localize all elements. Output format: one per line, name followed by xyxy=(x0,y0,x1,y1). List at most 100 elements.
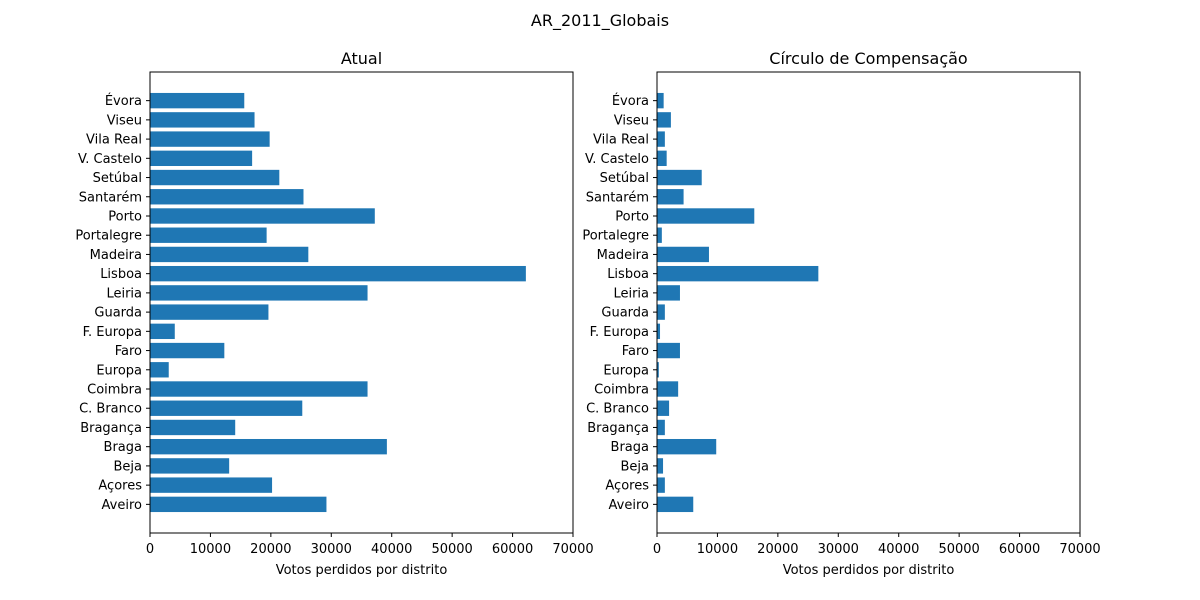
x-tick-label: 30000 xyxy=(818,542,859,557)
x-tick-label: 0 xyxy=(653,542,661,557)
bar-acores xyxy=(657,477,665,493)
bar-beja xyxy=(150,458,230,474)
bar-guarda xyxy=(150,304,269,320)
bar-evora xyxy=(150,92,245,109)
subplot-title: Círculo de Compensação xyxy=(769,49,967,68)
y-tick-label: Coimbra xyxy=(87,383,142,398)
bar-vila-real xyxy=(150,131,270,147)
y-tick-label: Santarém xyxy=(586,190,649,205)
y-tick-label: C. Branco xyxy=(586,402,649,417)
bar-europa xyxy=(150,362,169,378)
y-tick-label: Europa xyxy=(603,363,649,378)
y-tick-label: Bragança xyxy=(587,421,649,436)
x-tick-label: 40000 xyxy=(878,542,919,557)
y-tick-label: Portalegre xyxy=(75,229,142,244)
bar-santarem xyxy=(657,189,684,205)
x-axis-label: Votos perdidos por distrito xyxy=(276,563,448,578)
bar-braga xyxy=(150,438,387,455)
bar-evora xyxy=(657,92,664,109)
bar-beja xyxy=(657,458,664,474)
y-tick-label: Porto xyxy=(615,209,649,224)
bar-viseu xyxy=(657,112,671,128)
bar-aveiro xyxy=(150,496,327,513)
y-tick-label: Porto xyxy=(108,209,142,224)
y-tick-label: Bragança xyxy=(80,421,142,436)
bar-lisboa xyxy=(657,265,819,282)
figure-title: AR_2011_Globais xyxy=(531,11,669,31)
bar-madeira xyxy=(150,246,309,263)
bar-porto xyxy=(657,208,755,224)
bar-faro xyxy=(150,342,225,359)
y-tick-label: F. Europa xyxy=(590,325,649,340)
bar-coimbra xyxy=(657,381,679,397)
y-tick-label: Viseu xyxy=(107,113,142,128)
x-tick-label: 60000 xyxy=(492,542,533,557)
subplot-circulo-compensacao: Aveiro Açores Beja Braga Bragança C. Branco Co… xyxy=(582,49,1100,578)
plot-frame xyxy=(656,71,1081,534)
y-tick-label: Aveiro xyxy=(609,498,649,513)
bar-braganca xyxy=(657,419,665,436)
y-tick-label: Vila Real xyxy=(593,133,649,148)
bar-aveiro xyxy=(657,496,694,513)
y-tick-label: Açores xyxy=(605,479,649,494)
x-tick-label: 20000 xyxy=(250,542,291,557)
y-tick-label: Madeira xyxy=(90,248,142,263)
y-tick-label: Portalegre xyxy=(582,229,649,244)
x-tick-label: 10000 xyxy=(190,542,231,557)
y-tick-label: Madeira xyxy=(597,248,649,263)
y-tick-label: Braga xyxy=(104,440,142,455)
bar-c-branco xyxy=(150,400,303,416)
bar-v-castelo xyxy=(150,150,253,167)
y-tick-label: Vila Real xyxy=(86,133,142,148)
subplot-atual: Aveiro Açores Beja Braga Bragança C. Branco Co… xyxy=(75,49,593,578)
y-tick-label: Coimbra xyxy=(594,383,649,398)
y-tick-label: Santarém xyxy=(79,190,142,205)
y-tick-label: V. Castelo xyxy=(78,152,142,167)
bar-viseu xyxy=(150,112,255,128)
x-tick-label: 60000 xyxy=(999,542,1040,557)
bar-f-europa xyxy=(150,323,175,340)
y-tick-label: Setúbal xyxy=(93,171,142,186)
y-tick-label: Évora xyxy=(105,93,142,109)
bar-setubal xyxy=(657,169,702,186)
y-tick-label: Leiria xyxy=(613,286,649,301)
y-tick-label: Beja xyxy=(114,459,143,474)
bar-europa xyxy=(657,362,659,378)
bar-leiria xyxy=(657,285,680,301)
y-tick-label: Aveiro xyxy=(102,498,142,513)
bar-madeira xyxy=(657,246,709,263)
bar-coimbra xyxy=(150,381,368,397)
y-tick-label: Setúbal xyxy=(600,171,649,186)
y-tick-label: Lisboa xyxy=(607,267,649,282)
x-tick-label: 20000 xyxy=(757,542,798,557)
bar-faro xyxy=(657,342,680,359)
y-tick-label: Leiria xyxy=(106,286,142,301)
x-tick-label: 70000 xyxy=(1059,542,1100,557)
y-tick-label: Guarda xyxy=(94,306,142,321)
y-tick-label: Braga xyxy=(611,440,649,455)
bar-lisboa xyxy=(150,265,526,282)
x-tick-label: 30000 xyxy=(311,542,352,557)
bar-setubal xyxy=(150,169,280,186)
x-tick-label: 50000 xyxy=(938,542,979,557)
y-tick-label: Faro xyxy=(622,344,649,359)
bar-f-europa xyxy=(657,323,661,340)
y-tick-label: Beja xyxy=(621,459,650,474)
y-tick-label: F. Europa xyxy=(83,325,142,340)
subplot-title: Atual xyxy=(341,49,382,68)
bar-c-branco xyxy=(657,400,670,416)
y-tick-label: Açores xyxy=(98,479,142,494)
bar-braganca xyxy=(150,419,236,436)
y-tick-label: Évora xyxy=(612,93,649,109)
x-tick-label: 70000 xyxy=(552,542,593,557)
y-tick-label: Lisboa xyxy=(100,267,142,282)
y-tick-label: V. Castelo xyxy=(585,152,649,167)
x-tick-label: 50000 xyxy=(431,542,472,557)
plot-frame xyxy=(149,71,574,534)
x-axis-label: Votos perdidos por distrito xyxy=(783,563,955,578)
bar-acores xyxy=(150,477,273,493)
bar-santarem xyxy=(150,189,304,205)
bar-porto xyxy=(150,208,375,224)
bar-braga xyxy=(657,438,717,455)
